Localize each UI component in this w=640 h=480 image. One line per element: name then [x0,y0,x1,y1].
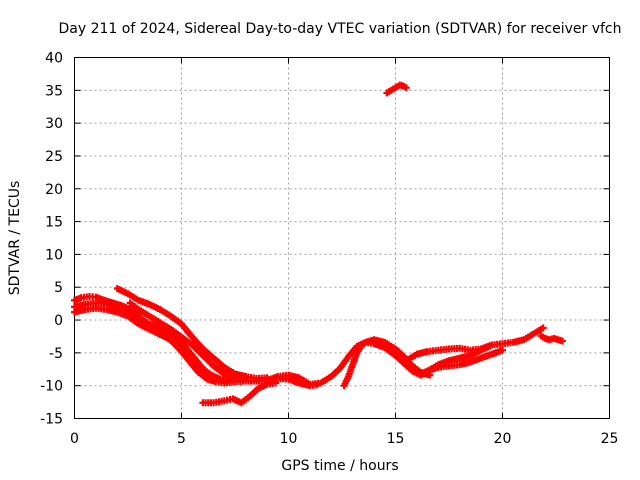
x-tick-label: 20 [494,431,512,447]
y-tick-label: -10 [40,379,63,395]
y-tick-label: -5 [49,346,63,362]
y-tick-label: 25 [45,149,63,165]
series-arc-e [126,299,250,383]
series-arc-h [340,336,434,390]
y-tick-label: 15 [45,215,63,231]
chart-title: Day 211 of 2024, Sidereal Day-to-day VTE… [58,21,621,37]
y-tick-label: 20 [45,182,63,198]
series-arc-f [199,379,280,407]
x-tick-label: 10 [280,431,298,447]
x-axis-label: GPS time / hours [281,458,398,474]
series-arc-g [263,338,494,388]
series-arc-l [383,81,410,97]
series-arc-c [71,304,220,382]
data-point-marker [242,375,250,383]
data-point-marker [558,337,566,345]
x-tick-label: 0 [70,431,79,447]
y-tick-label: 40 [45,51,63,67]
x-tick-label: 5 [177,431,186,447]
data-point-marker [402,84,410,92]
x-tick-label: 25 [601,431,619,447]
y-tick-label: -15 [40,412,63,428]
x-tick-label: 15 [387,431,405,447]
data-point-marker [212,374,220,382]
y-tick-label: 35 [45,83,63,99]
y-tick-label: 30 [45,116,63,132]
data-point-marker [539,324,547,332]
grid-layer [74,57,610,419]
points-layer [71,81,566,407]
plot-frame [74,57,610,419]
y-tick-label: 10 [45,247,63,263]
series-arc-k [537,332,566,345]
series-arc-i [404,324,547,363]
y-tick-label: 5 [54,280,63,296]
y-axis-label: SDTVAR / TECUs [7,181,23,296]
series-arc-j [417,346,506,378]
tick-layer: 0 5 10 15 20 25 -15 -10 -5 0 5 10 15 20 25 30 35 40 [40,51,618,448]
y-tick-label: 0 [54,313,63,329]
data-point-marker [499,346,506,354]
